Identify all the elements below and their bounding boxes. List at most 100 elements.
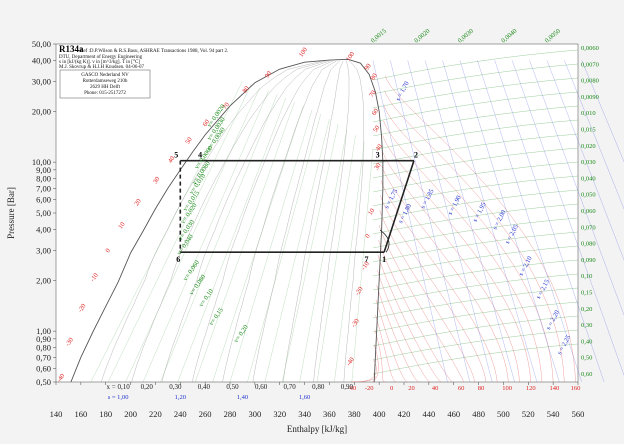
isochore-label-right: 0,090 [581, 257, 596, 264]
x-tick-label: 340 [298, 409, 311, 419]
chart-axes: 140 160 180 200 220 240 260 280 300 320 340 360 380 4… [32, 39, 585, 419]
isochore-line [372, 203, 579, 235]
isochore-label-right: 0,30 [581, 322, 592, 329]
isochore-label-right: 0,15 [581, 290, 592, 297]
isotherm-label: -20 [354, 286, 365, 297]
x-tick-label: 140 [50, 409, 63, 419]
isotherm-line [378, 240, 453, 383]
isochore-line [316, 135, 356, 383]
isotherm-label: 100 [502, 385, 512, 392]
x-tick-label: 240 [174, 409, 187, 419]
x-tick-label: 380 [348, 409, 361, 419]
isochore-label-right: 0,20 [581, 306, 592, 313]
isochore-line [372, 329, 579, 361]
isotherm-line [379, 210, 476, 383]
isochore-label-right: 0,60 [581, 371, 592, 378]
isentrope-line [390, 60, 471, 383]
isochore-line [264, 118, 330, 383]
isochore-line [372, 91, 579, 123]
isotherm-label: 20 [408, 385, 415, 392]
x-axis-label: Enthalpy [kJ/kg] [287, 424, 347, 434]
isotherm-label: 0 [364, 233, 372, 240]
isochore-line [195, 101, 295, 383]
isotherm-line [380, 195, 487, 383]
isotherm-line [383, 120, 543, 383]
isotherm-line [377, 255, 442, 383]
isotherm-line [381, 165, 509, 383]
isochore-line [372, 259, 579, 291]
isotherm-label: 70 [222, 101, 231, 110]
isentrope-line [477, 60, 582, 383]
y-tick-label: 0,60 [36, 364, 51, 374]
header-line-1: Ref :D.P.Wilson & R.S.Basu, ASHRAE Trans… [80, 49, 228, 54]
x-tick-label: 440 [422, 409, 435, 419]
y-tick-label: 2,00 [36, 275, 51, 285]
quality-label: 0,40 [198, 383, 211, 391]
isochore-line [372, 315, 579, 347]
isochore-line [160, 94, 278, 383]
isentrope-line [407, 60, 493, 383]
isochore-line [372, 343, 579, 375]
isochore-label-right: 0,030 [581, 159, 596, 166]
isochore-line [372, 161, 579, 193]
quality-label: 0,70 [284, 383, 297, 391]
isochore-line [90, 81, 243, 383]
quality-line [343, 60, 364, 383]
saturation-dome [70, 58, 384, 383]
isotherm-line [382, 135, 531, 383]
quality-line [131, 60, 327, 383]
y-tick-label: 40,00 [32, 55, 51, 65]
isochore-line [372, 147, 579, 179]
isotherm-label: 100 [345, 51, 356, 63]
y-tick-label: 5,00 [36, 208, 51, 218]
isochore-line [372, 231, 579, 263]
isochore-label-right: 0,020 [581, 143, 596, 150]
isotherm-line [378, 225, 464, 383]
isochore-label-top: 0,0015 [370, 28, 388, 45]
isotherm-label: -10 [360, 260, 371, 271]
entropy-bottom-label: 1,60 [299, 394, 310, 401]
isotherm-label: 120 [526, 385, 536, 392]
quality-label: x = 0,10 [107, 383, 131, 391]
x-tick-label: 360 [323, 409, 336, 419]
isochore-label-right: 0,015 [581, 127, 596, 134]
chart-grid [90, 49, 624, 383]
x-tick-label: 540 [547, 409, 560, 419]
isotherm-label: 160 [571, 385, 581, 392]
x-tick-label: 480 [472, 409, 485, 419]
isotherm-label: -20 [365, 385, 374, 392]
isotherm-label: 80 [478, 385, 485, 392]
isotherm-label: -30 [350, 318, 361, 329]
x-tick-label: 220 [149, 409, 162, 419]
isochore-label-right: 0,080 [581, 241, 596, 248]
isochore-line [372, 133, 579, 165]
isochore-line [177, 97, 287, 383]
cycle-point-2: 2 [414, 151, 418, 160]
isochore-label-right: 0,050 [581, 192, 596, 199]
x-tick-label: 460 [447, 409, 460, 419]
isochore-label-right: 0,010 [581, 110, 596, 117]
isentrope-line [372, 60, 448, 383]
saturation-curve [70, 58, 384, 383]
y-tick-label: 0,90 [36, 334, 51, 344]
isentrope-line [564, 60, 624, 210]
x-tick-label: 420 [398, 409, 411, 419]
quality-label: 0,90 [341, 383, 354, 391]
isotherm-label: 50 [372, 124, 381, 133]
isotherm-label: 50 [184, 136, 193, 145]
y-tick-label: 3,00 [36, 245, 51, 255]
cycle-point-7: 7 [364, 255, 368, 264]
y-tick-label: 0,50 [36, 377, 51, 387]
x-tick-label: 300 [248, 409, 261, 419]
isotherm-label: 40 [167, 155, 176, 164]
entropy-bottom-label: 1,40 [237, 394, 248, 401]
refrigeration-cycle: 1 2 3 4 5 6 7 [174, 151, 418, 265]
isotherm-label: 100 [298, 47, 309, 59]
isentrope-line [459, 60, 560, 383]
isochore-label-top: 0,0040 [500, 28, 518, 45]
isentrope-line [442, 60, 538, 383]
isochore-line [247, 114, 321, 383]
compression-line [383, 160, 415, 253]
y-tick-label: 6,00 [36, 195, 51, 205]
isochore-line [372, 217, 579, 249]
